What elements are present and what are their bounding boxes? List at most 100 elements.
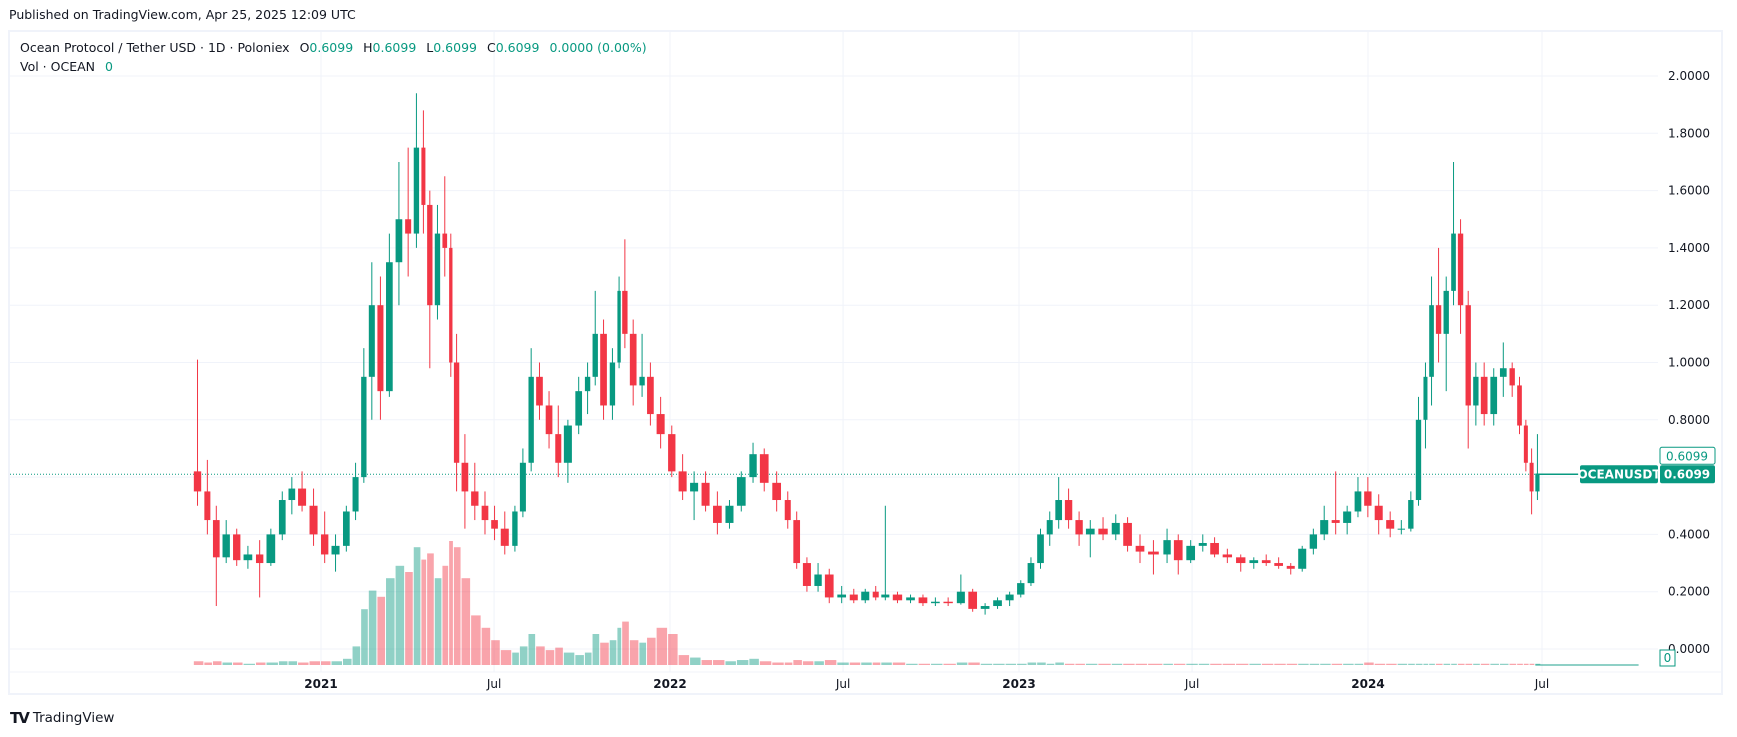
volume-bar xyxy=(212,661,222,665)
last-price-label: 0.6099 xyxy=(1664,467,1710,481)
candle-body xyxy=(1236,557,1246,564)
volume-bar xyxy=(956,662,968,665)
candle-body xyxy=(1331,520,1340,523)
candle-body xyxy=(1374,505,1383,521)
open-value: 0.6099 xyxy=(309,40,354,55)
candle-body xyxy=(647,376,654,415)
candle-body xyxy=(1064,500,1073,521)
volume-bar xyxy=(528,634,536,665)
volume-bar xyxy=(824,660,837,665)
candle-body xyxy=(1198,542,1207,546)
volume-bar xyxy=(288,661,298,665)
volume-bar xyxy=(701,660,713,665)
volume-bar xyxy=(1435,663,1443,665)
volume-bar xyxy=(600,642,609,665)
volume-bar xyxy=(1523,663,1529,665)
candle-body xyxy=(461,462,469,492)
volume-bar xyxy=(1005,663,1017,665)
volume-label[interactable]: Vol · OCEAN xyxy=(20,59,95,74)
candle-body xyxy=(321,534,329,555)
y-tick-label: 1.4000 xyxy=(1668,241,1710,255)
candle-body xyxy=(1027,563,1035,584)
volume-bar xyxy=(1222,663,1236,665)
candle-body xyxy=(1509,368,1515,386)
candle-body xyxy=(1274,563,1283,566)
footer-brand[interactable]: TradingView xyxy=(32,710,115,726)
chart-pane[interactable] xyxy=(8,30,1723,695)
x-tick-label: 2024 xyxy=(1351,677,1384,691)
volume-bar xyxy=(968,662,980,665)
volume-bar xyxy=(1423,663,1429,665)
candle-body xyxy=(395,219,403,263)
candle-body xyxy=(288,488,296,501)
candle-body xyxy=(1529,462,1534,492)
volume-bar xyxy=(1490,663,1499,665)
volume-bar xyxy=(1098,663,1111,665)
legend-symbol[interactable]: Ocean Protocol / Tether USD · 1D · Polon… xyxy=(20,40,290,55)
volume-bar xyxy=(1075,663,1085,665)
tradingview-logo-icon[interactable]: TV xyxy=(10,709,30,727)
legend-ohlc-row: Ocean Protocol / Tether USD · 1D · Polon… xyxy=(20,38,647,57)
candle-body xyxy=(1499,368,1507,377)
candle-body xyxy=(368,305,375,377)
candle-body xyxy=(1535,474,1540,492)
candle-body xyxy=(575,391,583,426)
y-tick-label: 1.8000 xyxy=(1668,126,1710,140)
x-tick-label: Jul xyxy=(1184,677,1199,691)
candle-body xyxy=(1123,522,1132,546)
volume-bar xyxy=(1148,663,1163,665)
volume-bar xyxy=(1135,663,1148,665)
candle-body xyxy=(881,594,890,598)
volume-bar xyxy=(1320,663,1331,665)
volume-bar xyxy=(713,660,725,665)
chart-legend: Ocean Protocol / Tether USD · 1D · Polon… xyxy=(20,38,647,76)
candle-body xyxy=(918,597,928,604)
candle-body xyxy=(1261,560,1271,564)
volume-bar xyxy=(266,662,278,665)
candle-body xyxy=(1037,534,1044,564)
volume-bar xyxy=(427,553,434,665)
x-tick-label: 2023 xyxy=(1002,677,1035,691)
published-note: Published on TradingView.com, Apr 25, 20… xyxy=(9,7,356,22)
candle-body xyxy=(1046,520,1053,535)
volume-bar xyxy=(1261,663,1274,665)
candle-body xyxy=(1457,233,1464,306)
candle-body xyxy=(555,434,562,463)
volume-bar xyxy=(772,662,784,665)
volume-bar xyxy=(1055,662,1064,665)
volume-bar xyxy=(993,663,1005,665)
candle-body xyxy=(1075,520,1083,535)
x-tick-label: 2022 xyxy=(653,677,686,691)
candle-body xyxy=(212,520,220,558)
volume-bar xyxy=(1364,662,1374,665)
y-tick-label: 0.4000 xyxy=(1668,527,1710,541)
volume-bar xyxy=(872,662,881,665)
volume-bar xyxy=(881,662,892,665)
candle-body xyxy=(434,233,441,306)
volume-bar xyxy=(395,565,405,665)
volume-bar xyxy=(352,646,361,665)
volume-bar xyxy=(584,652,592,665)
candle-body xyxy=(536,376,543,406)
candle-body xyxy=(442,233,448,248)
candle-body xyxy=(824,574,834,598)
candle-body xyxy=(701,482,710,506)
volume-bar xyxy=(442,565,449,665)
volume-bar xyxy=(749,658,759,665)
volume-bar xyxy=(1499,663,1509,665)
candle-body xyxy=(1249,560,1259,564)
candle-body xyxy=(1343,511,1352,523)
candle-body xyxy=(609,362,616,406)
candle-body xyxy=(837,594,847,598)
volume-bar xyxy=(1027,662,1037,665)
volume-bar xyxy=(736,660,749,665)
volume-bar xyxy=(321,661,331,665)
volume-bar xyxy=(943,663,956,665)
volume-bar xyxy=(725,661,736,665)
candle-body xyxy=(1397,528,1406,530)
candle-body xyxy=(342,511,350,546)
volume-bar xyxy=(931,663,943,665)
candle-body xyxy=(1222,554,1233,558)
candle-body xyxy=(1017,583,1025,595)
